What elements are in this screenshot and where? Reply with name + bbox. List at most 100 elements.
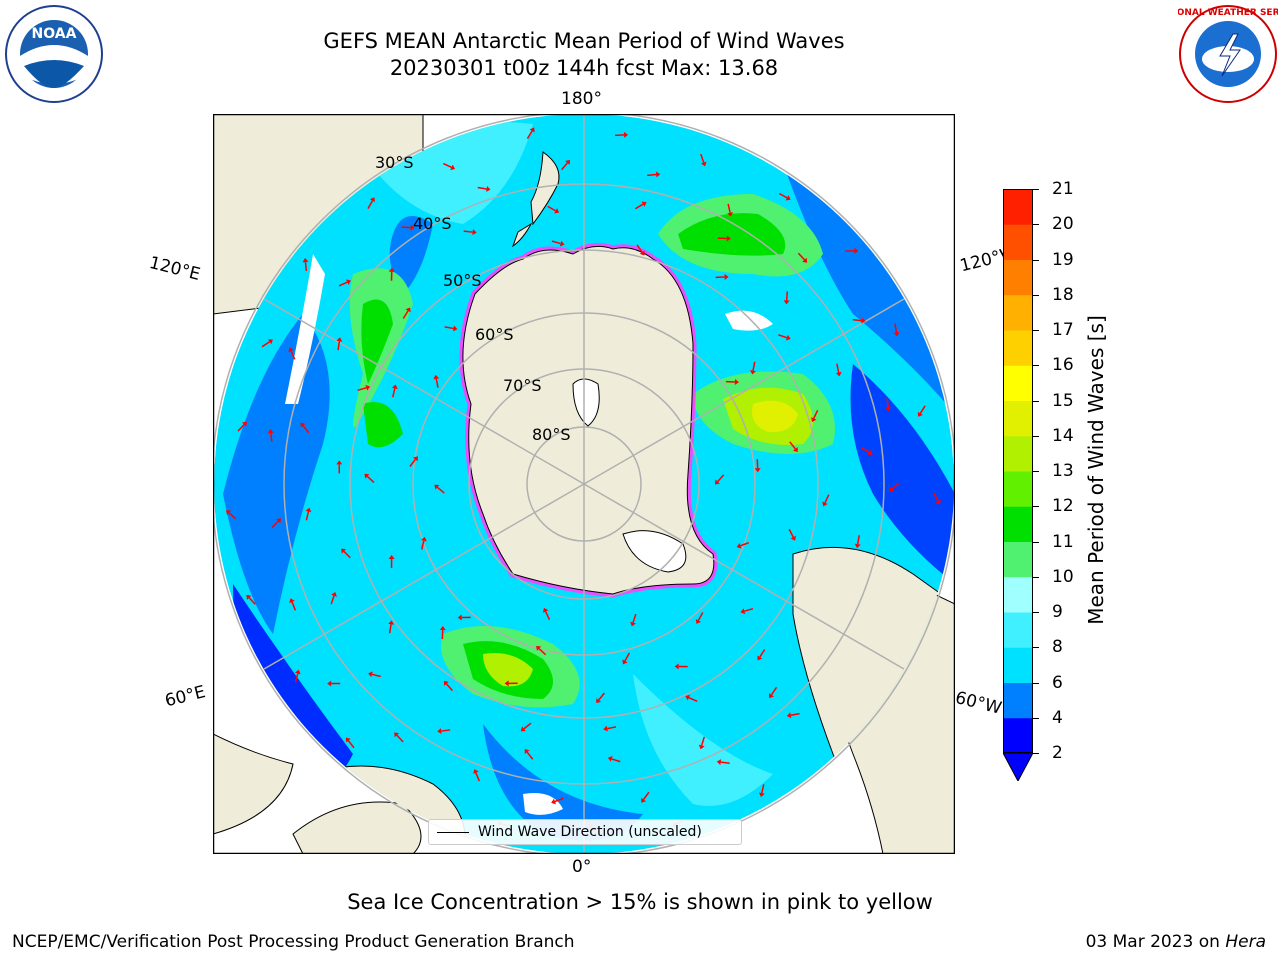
wind-arrow-shaft (357, 387, 367, 392)
colorbar-tick-label: 6 (1052, 672, 1063, 693)
wind-arrow-head (365, 384, 371, 391)
wind-arrow-shaft (744, 607, 754, 612)
wind-arrow-head (246, 594, 252, 600)
wind-arrow-shaft (852, 318, 862, 322)
lat-label-50s: 50°S (443, 271, 482, 290)
wind-arrow-shaft (261, 341, 271, 348)
wind-arrow-head (486, 185, 491, 192)
wind-arrow-head (559, 240, 565, 247)
wind-arrow-head (714, 479, 720, 485)
wind-arrow-shaft (788, 528, 794, 538)
colorbar-tick-label: 20 (1052, 214, 1074, 235)
wind-arrow-shaft (435, 378, 439, 388)
wind-arrow-shaft (330, 595, 335, 605)
colorbar-tick-mark (1033, 753, 1039, 754)
wind-arrow-shaft (402, 310, 409, 319)
colorbar-tick-mark (1033, 330, 1039, 331)
wind-arrow-head (792, 447, 798, 453)
wind-arrow-shaft (523, 722, 532, 730)
wind-arrow-shaft (634, 203, 644, 210)
wind-arrow-head (369, 197, 376, 203)
lat-label-80s: 80°S (532, 425, 571, 444)
wind-arrow-shaft (396, 734, 404, 743)
wind-arrow-head (368, 671, 373, 678)
wind-arrow-shaft (740, 541, 750, 547)
colorbar-under-arrow (1003, 753, 1033, 781)
lat-label-60s: 60°S (475, 325, 514, 344)
wind-arrow-shaft (647, 173, 657, 177)
wind-arrow-head (437, 728, 442, 735)
wind-arrow-shaft (248, 597, 256, 605)
legend-label: Wind Wave Direction (unscaled) (478, 824, 702, 840)
lat-label-30s: 30°S (375, 153, 414, 172)
wind-arrow-head (917, 411, 923, 417)
wind-arrow-head (757, 655, 763, 661)
wind-arrow-head (758, 792, 765, 798)
wind-arrow-head (341, 548, 346, 554)
wind-arrow-shaft (778, 334, 788, 339)
wind-arrow-shaft (919, 405, 926, 414)
colorbar-tick-mark (1033, 717, 1039, 719)
colorbar-tick-mark (1033, 576, 1039, 578)
wind-arrow-head (785, 334, 791, 341)
credit-text: NCEP/EMC/Verification Post Processing Pr… (12, 932, 575, 952)
wind-arrow-head (450, 164, 456, 171)
wind-arrow-head (716, 759, 722, 766)
wind-arrow-head (565, 159, 571, 165)
colorbar-segment (1003, 294, 1033, 331)
colorbar-tick-mark (1033, 612, 1039, 613)
wind-arrow-head (734, 379, 739, 386)
wind-arrow-shaft (813, 409, 819, 419)
wind-arrow-shaft (294, 673, 299, 683)
wind-arrow-head (420, 536, 427, 542)
wind-arrow-head (854, 247, 859, 254)
wind-arrow-head (434, 484, 440, 490)
wind-arrow-head (452, 325, 458, 332)
wind-arrow-head (835, 371, 842, 377)
wind-arrow-head (790, 535, 796, 541)
machine-name: Hera (1225, 932, 1266, 952)
colorbar-tick-mark (1033, 471, 1039, 472)
wind-arrow-head (473, 769, 479, 774)
wind-arrow-head (405, 307, 411, 313)
wind-arrow-head (267, 429, 274, 434)
wind-arrow-head (769, 693, 775, 699)
wind-arrow-head (536, 645, 542, 651)
wind-arrow-shaft (409, 458, 416, 467)
wind-arrow-head (867, 449, 873, 455)
wind-arrow-head (504, 680, 509, 687)
colorbar-segment (1003, 717, 1033, 753)
wind-arrow-shaft (551, 240, 561, 245)
wind-arrow-shaft (305, 511, 310, 521)
wind-arrow-head (289, 598, 295, 604)
wind-arrow-shaft (778, 192, 788, 199)
wind-arrow-head (740, 608, 746, 615)
wind-arrow-head (750, 370, 756, 375)
chart-title: GEFS MEAN Antarctic Mean Period of Wind … (323, 29, 845, 53)
colorbar-label: Mean Period of Wind Waves [s] (1084, 315, 1108, 625)
colorbar-segment (1003, 365, 1033, 401)
wind-arrow-head (391, 384, 398, 390)
noaa-logo-text: NOAA (32, 26, 77, 42)
wind-arrow-head (726, 235, 731, 242)
wind-arrow-head (439, 626, 446, 631)
wind-arrow-shaft (752, 361, 756, 371)
lat-label-70s: 70°S (503, 376, 542, 395)
wind-arrow-shaft (442, 162, 452, 169)
wind-arrow-shaft (688, 696, 698, 702)
nws-logo: NATIONAL WEATHER SERVICE (1178, 5, 1278, 103)
wind-arrow-head (226, 510, 231, 516)
map-frame (213, 114, 955, 854)
wind-arrow-shaft (463, 230, 473, 233)
chart-subtitle: 20230301 t00z 144h fcst Max: 13.68 (389, 56, 779, 80)
wind-arrow-shaft (290, 350, 296, 360)
wind-arrow-shaft (228, 512, 237, 520)
colorbar-tick-mark (1033, 541, 1039, 543)
colorbar-tick-label: 12 (1052, 496, 1074, 517)
lon-label-120e: 120°E (147, 253, 203, 285)
map-legend: Wind Wave Direction (unscaled) (428, 819, 742, 845)
wind-arrow-head (267, 339, 273, 345)
wind-arrow-head (623, 131, 629, 138)
wind-arrow-head (674, 663, 679, 670)
wind-arrow-shaft (538, 648, 547, 656)
